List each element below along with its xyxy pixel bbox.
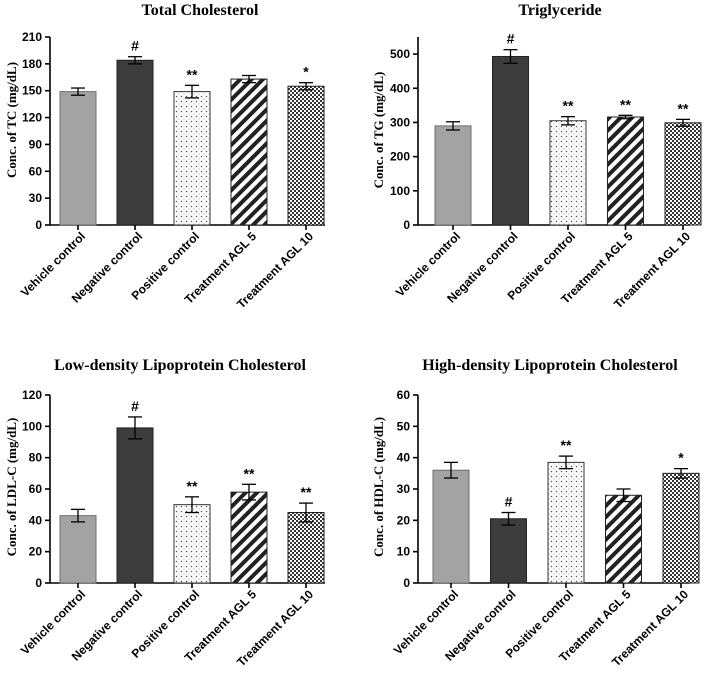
y-tick-label: 100 [390, 184, 410, 198]
y-axis-label: Conc. of TG (mg/dL) [371, 72, 386, 189]
y-tick-label: 60 [397, 388, 411, 402]
y-tick-label: 120 [22, 388, 42, 402]
bar [434, 125, 472, 226]
chart-title: Low-density Lipoprotein Cholesterol [54, 357, 306, 374]
significance-label: ** [620, 96, 631, 112]
bar [59, 515, 97, 584]
bar [607, 116, 644, 226]
bar [492, 55, 529, 226]
y-tick-label: 200 [390, 150, 410, 164]
y-tick-label: 150 [22, 84, 42, 98]
significance-label: ** [678, 100, 689, 116]
significance-label: ** [187, 478, 198, 494]
significance-label: ** [301, 484, 312, 500]
y-tick-label: 60 [29, 164, 43, 178]
y-tick-label: 100 [22, 419, 42, 433]
y-tick-label: 500 [390, 47, 410, 61]
significance-label: * [678, 450, 684, 466]
chart-title: High-density Lipoprotein Cholesterol [422, 357, 678, 374]
bar [116, 427, 154, 584]
bar [664, 122, 702, 226]
y-axis-label: Conc. of LDL-C (mg/dL) [4, 418, 19, 557]
y-tick-label: 400 [390, 81, 410, 95]
y-tick-label: 90 [29, 137, 43, 151]
bar [287, 85, 325, 226]
significance-label: # [131, 398, 139, 414]
significance-label: # [507, 31, 515, 47]
y-tick-label: 30 [29, 191, 43, 205]
significance-label: * [303, 64, 309, 80]
panel-hdl-cholesterol: High-density Lipoprotein Cholesterol Con… [371, 357, 700, 669]
y-tick-label: 0 [35, 576, 42, 590]
chart-title: Triglyceride [518, 2, 601, 19]
panel-ldl-cholesterol: Low-density Lipoprotein Cholesterol Conc… [4, 357, 325, 669]
significance-label: ** [563, 98, 574, 114]
bar [173, 91, 211, 226]
bar [116, 59, 154, 226]
panel-triglyceride: Triglyceride Conc. of TG (mg/dL) 0 100 200… [371, 2, 702, 311]
chart-title: Total Cholesterol [142, 2, 259, 19]
bar [547, 461, 585, 584]
y-tick-label: 180 [22, 57, 42, 71]
y-tick-label: 40 [29, 513, 43, 527]
bar [287, 512, 325, 584]
significance-label: # [131, 38, 139, 54]
y-tick-label: 80 [29, 451, 43, 465]
y-tick-label: 0 [403, 576, 410, 590]
y-tick-label: 300 [390, 115, 410, 129]
y-tick-label: 30 [397, 482, 411, 496]
significance-label: ** [187, 66, 198, 82]
significance-label: ** [561, 437, 572, 453]
bar [230, 491, 268, 584]
bar [230, 78, 268, 226]
y-axis-label: Conc. of TC (mg/dL) [4, 62, 19, 178]
panel-total-cholesterol: Total Cholesterol Conc. of TC (mg/dL) 0 3… [4, 2, 325, 311]
y-tick-label: 60 [29, 482, 43, 496]
bar [662, 472, 700, 584]
bar [490, 518, 527, 584]
y-tick-label: 10 [397, 545, 411, 559]
bar [549, 120, 587, 226]
significance-label: # [505, 494, 513, 510]
bar [432, 469, 470, 584]
significance-label: ** [244, 465, 255, 481]
y-tick-label: 50 [397, 419, 411, 433]
bar [59, 91, 97, 226]
bar [173, 504, 211, 584]
y-tick-label: 20 [397, 513, 411, 527]
y-tick-label: 210 [22, 30, 42, 44]
y-tick-label: 0 [403, 218, 410, 232]
y-tick-label: 120 [22, 111, 42, 125]
y-tick-label: 20 [29, 545, 43, 559]
bar [605, 494, 642, 584]
y-axis-label: Conc. of HDL-C (mg/dL) [371, 417, 386, 557]
y-tick-label: 0 [35, 218, 42, 232]
y-tick-label: 40 [397, 451, 411, 465]
